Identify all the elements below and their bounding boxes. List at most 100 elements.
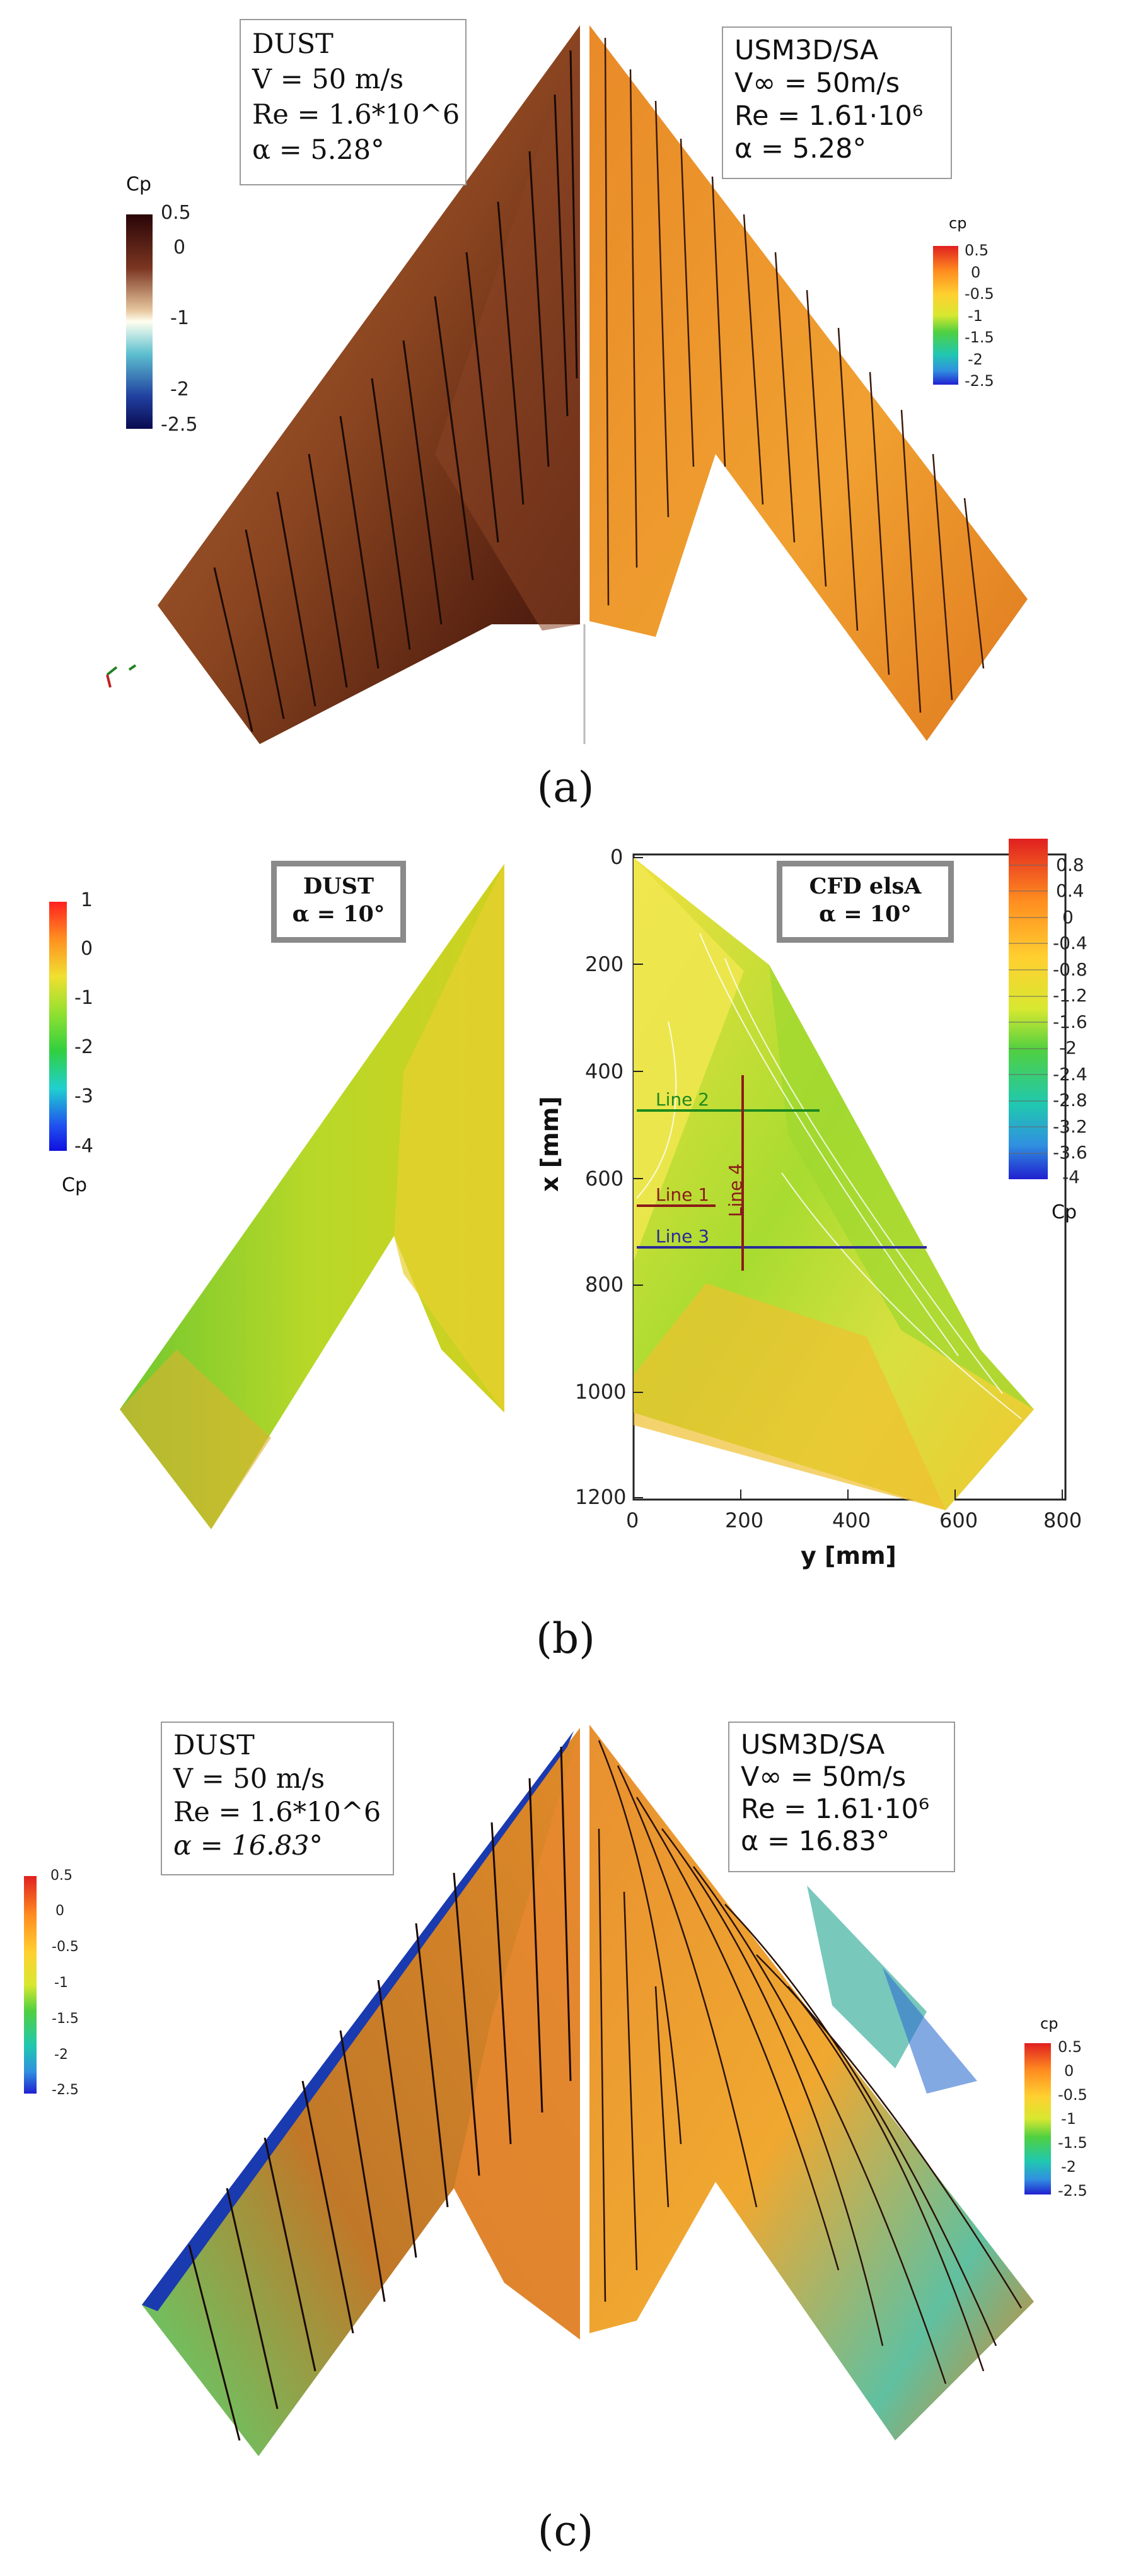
panel-b-right-tick-10: -3.2 — [1053, 1116, 1088, 1137]
panel-a-left-line1: DUST — [252, 28, 334, 60]
panel-c-right-wing — [589, 1725, 1034, 2440]
panel-b-left-tick-5: -4 — [74, 1135, 93, 1157]
panel-a-right-colorbar — [933, 246, 958, 385]
panel-c-right-legend-title: cp — [1040, 2015, 1058, 2032]
panel-a — [106, 19, 1028, 744]
line-3-label: Line 3 — [656, 1226, 710, 1247]
panel-b-left-line2: α = 10° — [292, 901, 385, 927]
x-tick-800: 800 — [585, 1273, 624, 1297]
panel-c-left-tick-4: -1.5 — [52, 2011, 79, 2027]
panel-b — [49, 839, 1067, 1529]
panel-c-right-tick-1: 0 — [1064, 2062, 1074, 2080]
panel-c-right-tick-4: -1.5 — [1058, 2134, 1088, 2152]
panel-c-right-tick-3: -1 — [1061, 2110, 1076, 2128]
y-tick-400: 400 — [832, 1508, 871, 1532]
panel-b-cfd-plot — [632, 853, 1067, 1510]
panel-c-left-line3: Re = 1.6*10^6 — [173, 1797, 381, 1828]
panel-c-right-line3: Re = 1.61·10⁶ — [741, 1793, 930, 1825]
axis-triad-icon — [106, 664, 137, 688]
y-tick-200: 200 — [725, 1508, 764, 1532]
panel-b-left-tick-0: 1 — [81, 889, 93, 911]
panel-a-left-wing — [158, 25, 580, 744]
panel-c-dust-info-box: DUST V = 50 m/s Re = 1.6*10^6 α = 16.83° — [161, 1722, 394, 1875]
panel-a-left-tick-0: 0.5 — [161, 202, 191, 224]
x-tick-1000: 1000 — [575, 1380, 627, 1404]
panel-a-right-wing — [589, 25, 1028, 741]
x-axis-label: x [mm] — [536, 1096, 564, 1192]
panel-b-right-colorbar — [1009, 839, 1048, 1179]
panel-a-right-tick-0: 0.5 — [965, 242, 989, 259]
panel-c-right-line1: USM3D/SA — [741, 1729, 885, 1761]
y-axis-ticks — [633, 1489, 1063, 1500]
panel-c-right-colorbar — [1024, 2043, 1051, 2194]
panel-c-left-tick-0: 0.5 — [50, 1868, 72, 1884]
panel-a-right-line1: USM3D/SA — [734, 35, 879, 66]
panel-c-right-line2: V∞ = 50m/s — [741, 1761, 907, 1793]
x-tick-400: 400 — [585, 1059, 624, 1083]
x-tick-200: 200 — [585, 952, 624, 976]
panel-a-divider — [581, 19, 588, 744]
panel-a-left-tick-2: -1 — [170, 307, 189, 329]
panel-a-left-tick-4: -2.5 — [161, 414, 198, 436]
panel-b-left-tick-1: 0 — [81, 938, 93, 960]
panel-a-right-tick-5: -2 — [968, 351, 983, 368]
panel-b-right-tick-2: 0 — [1062, 907, 1074, 928]
panel-b-right-tick-9: -2.8 — [1053, 1090, 1088, 1110]
panel-c-left-streamlines — [188, 1746, 572, 2441]
panel-a-right-tick-3: -1 — [968, 307, 983, 325]
panel-a-left-colorbar — [126, 214, 153, 429]
panel-b-right-tick-4: -0.8 — [1053, 959, 1088, 980]
panel-b-left-line1: DUST — [303, 873, 374, 899]
panel-c-left-line4: α = 16.83° — [173, 1830, 323, 1862]
panel-b-right-tick-12: -4 — [1062, 1167, 1080, 1187]
panel-b-left-tick-2: -1 — [74, 987, 93, 1009]
panel-c-left-line2: V = 50 m/s — [173, 1763, 325, 1795]
panel-a-right-line2: V∞ = 50m/s — [734, 67, 900, 99]
panel-b-cfd-info-box: CFD elsA α = 10° — [777, 861, 954, 943]
panel-c-left-line1: DUST — [173, 1730, 255, 1761]
panel-a-dust-info-box: DUST V = 50 m/s Re = 1.6*10^6 α = 5.28° — [240, 19, 467, 185]
panel-c-left-tick-2: -0.5 — [52, 1939, 79, 1955]
line-2-label: Line 2 — [656, 1089, 710, 1110]
y-tick-800: 800 — [1043, 1508, 1082, 1532]
panel-b-left-tick-3: -2 — [74, 1036, 93, 1058]
x-tick-1200: 1200 — [575, 1485, 627, 1509]
x-tick-0: 0 — [610, 845, 624, 869]
panel-b-right-tick-5: -1.2 — [1053, 985, 1088, 1006]
panel-b-right-tick-3: -0.4 — [1053, 933, 1088, 953]
line-1-label: Line 1 — [656, 1184, 710, 1205]
panel-b-left-wing — [120, 864, 504, 1529]
panel-a-right-tick-1: 0 — [971, 264, 981, 281]
y-tick-600: 600 — [939, 1508, 978, 1532]
panel-b-right-line2: α = 10° — [819, 901, 912, 927]
panel-b-left-colorbar — [49, 902, 67, 1151]
panel-c-right-tick-5: -2 — [1061, 2158, 1076, 2176]
panel-a-right-streamlines — [604, 37, 985, 713]
panel-a-left-tick-1: 0 — [173, 236, 186, 259]
panel-c-left-tick-3: -1 — [54, 1975, 68, 1991]
panel-a-right-line3: Re = 1.61·10⁶ — [734, 100, 924, 132]
panel-a-caption: (a) — [536, 763, 594, 812]
panel-b-right-tick-7: -2 — [1059, 1037, 1077, 1058]
panel-b-right-tick-0: 0.8 — [1056, 854, 1084, 875]
panel-a-left-legend-title: Cp — [126, 173, 151, 195]
panel-c-usm3d-info-box: USM3D/SA V∞ = 50m/s Re = 1.61·10⁶ α = 16… — [728, 1722, 955, 1872]
panel-c-left-tick-5: -2 — [54, 2047, 68, 2063]
panel-a-left-line3: Re = 1.6*10^6 — [252, 99, 460, 131]
panel-a-right-legend-title: cp — [949, 214, 967, 232]
x-tick-600: 600 — [585, 1167, 624, 1191]
panel-b-right-tick-1: 0.4 — [1056, 880, 1084, 901]
panel-c-left-tick-1: 0 — [55, 1903, 64, 1919]
panel-b-dust-info-box: DUST α = 10° — [271, 861, 406, 943]
panel-a-right-tick-4: -1.5 — [965, 329, 994, 346]
panel-c-left-wing — [142, 1728, 580, 2456]
panel-c-right-streamlines — [598, 1740, 1023, 2384]
panel-a-left-streamlines — [213, 50, 578, 732]
y-axis-label: y [mm] — [801, 1542, 896, 1570]
panel-c-right-tick-0: 0.5 — [1058, 2038, 1082, 2056]
panel-c — [24, 1722, 1051, 2456]
panel-a-right-line4: α = 5.28° — [734, 133, 866, 165]
panel-a-right-tick-6: -2.5 — [965, 372, 994, 390]
y-tick-0: 0 — [626, 1508, 639, 1532]
